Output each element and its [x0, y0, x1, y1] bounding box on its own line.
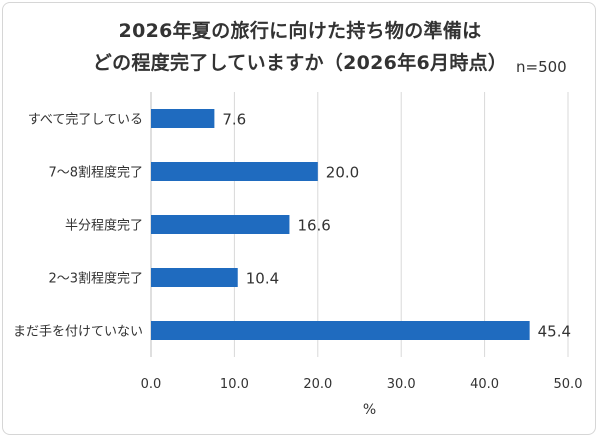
- category-label: 2～3割程度完了: [48, 271, 143, 287]
- chart-title-line-2: どの程度完了していますか（2026年6月時点）: [92, 52, 508, 74]
- x-tick-label: 40.0: [470, 377, 499, 392]
- category-label: すべて完了している: [28, 113, 143, 128]
- category-label: 7～8割程度完了: [48, 165, 143, 181]
- x-tick-label: 50.0: [554, 377, 583, 392]
- x-tick-label: 20.0: [303, 377, 332, 392]
- data-label: 16.6: [297, 217, 330, 235]
- bar: [151, 321, 530, 340]
- chart-frame: [2, 2, 596, 435]
- data-label: 7.6: [222, 111, 246, 129]
- category-label: まだ手を付けていない: [13, 325, 143, 340]
- x-tick-label: 10.0: [220, 377, 249, 392]
- bar: [151, 162, 318, 181]
- bar: [151, 109, 215, 128]
- sample-size-label: n=500: [516, 58, 567, 76]
- data-label: 45.4: [538, 323, 571, 341]
- data-label: 20.0: [326, 164, 359, 182]
- category-label: 半分程度完了: [65, 218, 143, 234]
- chart-title-line-1: 2026年夏の旅行に向けた持ち物の準備は: [118, 20, 482, 42]
- bar: [151, 215, 290, 234]
- bar: [151, 268, 238, 287]
- x-tick-label: 0.0: [141, 377, 162, 392]
- x-axis-label: %: [363, 402, 376, 418]
- x-tick-label: 30.0: [387, 377, 416, 392]
- data-label: 10.4: [246, 270, 279, 288]
